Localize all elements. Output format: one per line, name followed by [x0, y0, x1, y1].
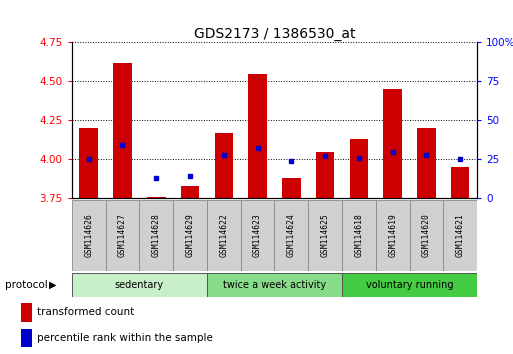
Text: GSM114627: GSM114627	[118, 213, 127, 257]
Text: GSM114618: GSM114618	[354, 213, 363, 257]
Text: GSM114619: GSM114619	[388, 213, 397, 257]
Text: GSM114629: GSM114629	[186, 213, 194, 257]
Text: voluntary running: voluntary running	[366, 280, 453, 290]
Text: GSM114626: GSM114626	[84, 213, 93, 257]
Bar	[106, 200, 140, 271]
Bar	[383, 89, 402, 198]
Text: GSM114624: GSM114624	[287, 213, 296, 257]
Text: twice a week activity: twice a week activity	[223, 280, 326, 290]
Title: GDS2173 / 1386530_at: GDS2173 / 1386530_at	[194, 28, 355, 41]
Bar	[342, 273, 477, 297]
Bar	[113, 63, 132, 198]
Bar	[140, 200, 173, 271]
Text: transformed count: transformed count	[37, 307, 134, 318]
Text: GSM114628: GSM114628	[152, 213, 161, 257]
Bar	[274, 200, 308, 271]
Bar	[409, 200, 443, 271]
Bar	[80, 128, 98, 198]
Bar	[342, 200, 376, 271]
Text: percentile rank within the sample: percentile rank within the sample	[37, 333, 212, 343]
Bar	[207, 273, 342, 297]
Bar	[21, 329, 32, 347]
Bar	[443, 200, 477, 271]
Bar	[308, 200, 342, 271]
Text: GSM114621: GSM114621	[456, 213, 465, 257]
Bar	[72, 273, 207, 297]
Bar	[451, 167, 469, 198]
Bar	[241, 200, 274, 271]
Text: GSM114623: GSM114623	[253, 213, 262, 257]
Bar	[207, 200, 241, 271]
Bar	[248, 74, 267, 198]
Bar	[417, 128, 436, 198]
Bar	[147, 197, 166, 198]
Text: sedentary: sedentary	[115, 280, 164, 290]
Text: GSM114620: GSM114620	[422, 213, 431, 257]
Bar	[214, 133, 233, 198]
Bar	[316, 152, 334, 198]
Text: GSM114622: GSM114622	[219, 213, 228, 257]
Bar	[21, 303, 32, 322]
Bar	[376, 200, 409, 271]
Bar	[181, 186, 200, 198]
Text: protocol: protocol	[5, 280, 48, 290]
Text: GSM114625: GSM114625	[321, 213, 330, 257]
Bar	[282, 178, 301, 198]
Text: ▶: ▶	[49, 280, 57, 290]
Bar	[72, 200, 106, 271]
Bar	[173, 200, 207, 271]
Bar	[349, 139, 368, 198]
